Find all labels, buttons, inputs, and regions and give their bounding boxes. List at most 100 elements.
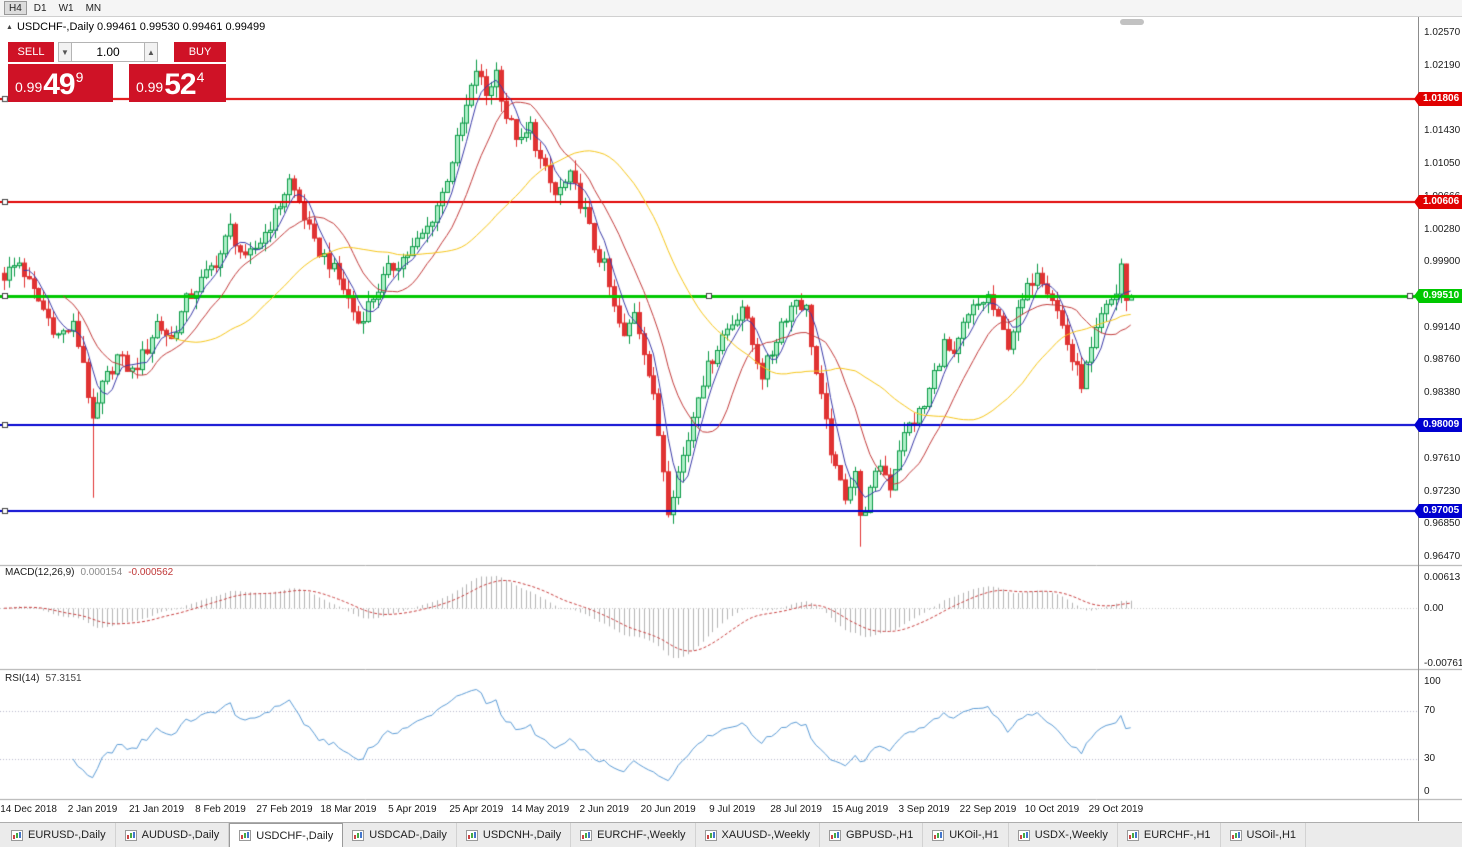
date-label: 20 Jun 2019 bbox=[640, 804, 696, 815]
chart-tab[interactable]: GBPUSD-,H1 bbox=[820, 823, 924, 847]
quote-prices-row: 0.99 49 9 0.99 52 4 bbox=[8, 64, 226, 102]
price-tick: 0.99140 bbox=[1424, 321, 1461, 333]
chart-tab-icon bbox=[1017, 829, 1030, 841]
chart-tab-icon bbox=[124, 829, 137, 841]
price-level-arrow-icon bbox=[1414, 288, 1419, 303]
chart-tab[interactable]: USOil-,H1 bbox=[1221, 823, 1307, 847]
price-level-arrow-icon bbox=[1414, 417, 1419, 432]
chart-tab[interactable]: USDX-,Weekly bbox=[1009, 823, 1118, 847]
date-label: 21 Jan 2019 bbox=[128, 804, 185, 815]
time-axis[interactable]: 14 Dec 2018 2 Jan 2019 21 Jan 2019 8 Feb 20… bbox=[0, 801, 1418, 821]
chart-tab-icon bbox=[352, 829, 365, 841]
price-tick: 0.98760 bbox=[1424, 354, 1461, 366]
macd-axis-label: 0.00 bbox=[1424, 602, 1444, 614]
chart-tab-icon bbox=[704, 829, 717, 841]
date-label: 2 Jun 2019 bbox=[579, 804, 629, 815]
price-tick: 1.00280 bbox=[1424, 223, 1461, 235]
rsi-axis-label: 0 bbox=[1424, 786, 1430, 797]
price-tick: 0.99900 bbox=[1424, 256, 1461, 268]
chart-tab[interactable]: USDCAD-,Daily bbox=[343, 823, 457, 847]
chart-tab-icon bbox=[1229, 829, 1242, 841]
price-level-arrow-icon bbox=[1414, 194, 1419, 209]
chart-tab-icon bbox=[580, 829, 593, 841]
chart-tab-label: USDX-,Weekly bbox=[1034, 829, 1108, 841]
sell-price-prefix: 0.99 bbox=[15, 79, 43, 95]
chart-tab[interactable]: EURUSD-,Daily bbox=[2, 823, 116, 847]
rsi-value: 57.3151 bbox=[45, 673, 82, 684]
chart-tab[interactable]: EURCHF-,Weekly bbox=[571, 823, 696, 847]
timeframe-toolbar: H4 D1 W1 MN bbox=[0, 0, 1462, 17]
buy-price-point: 4 bbox=[196, 69, 205, 85]
buy-price-pips: 52 bbox=[164, 68, 196, 101]
chart-tabs-bar: EURUSD-,Daily AUDUSD-,Daily USDCHF-,Daily U… bbox=[0, 822, 1462, 847]
chart-tab-icon bbox=[239, 830, 252, 841]
date-label: 10 Oct 2019 bbox=[1024, 804, 1080, 815]
date-label: 9 Jul 2019 bbox=[709, 804, 756, 815]
chart-tab-icon bbox=[828, 829, 841, 841]
chart-tab[interactable]: USDCHF-,Daily bbox=[229, 823, 344, 847]
chart-tab[interactable]: UKOil-,H1 bbox=[923, 823, 1009, 847]
date-label: 28 Jul 2019 bbox=[770, 804, 822, 815]
macd-axis-label: 0.00613 bbox=[1424, 572, 1461, 583]
ohlc-text: USDCHF-,Daily 0.99461 0.99530 0.99461 0.… bbox=[16, 21, 266, 33]
chart-tab-icon bbox=[465, 829, 478, 841]
buy-price-display[interactable]: 0.99 52 4 bbox=[128, 64, 226, 102]
trade-controls-row: SELL ▼ ▲ BUY bbox=[8, 42, 226, 62]
date-label: 14 Dec 2018 bbox=[0, 804, 57, 815]
macd-axis-label: -0.00761 bbox=[1424, 658, 1462, 669]
volume-decrease-button[interactable]: ▼ bbox=[58, 42, 72, 62]
price-tick: 1.02570 bbox=[1424, 27, 1461, 38]
chart-tab[interactable]: EURCHF-,H1 bbox=[1118, 823, 1221, 847]
price-tick: 0.97230 bbox=[1424, 485, 1461, 497]
volume-input[interactable] bbox=[72, 42, 144, 62]
chart-tab[interactable]: USDCNH-,Daily bbox=[457, 823, 572, 847]
price-tick: 0.96470 bbox=[1424, 551, 1461, 562]
macd-name: MACD(12,26,9) bbox=[5, 567, 75, 578]
chart-tab-label: UKOil-,H1 bbox=[949, 829, 999, 841]
chart-tab-icon bbox=[11, 829, 23, 841]
date-label: 2 Jan 2019 bbox=[67, 804, 118, 815]
chart-tab-label: EURCHF-,H1 bbox=[1143, 829, 1211, 841]
timeframe-button-w1[interactable]: W1 bbox=[58, 2, 74, 14]
timeframe-button-mn[interactable]: MN bbox=[85, 2, 102, 14]
macd-main-value: 0.000154 bbox=[80, 567, 123, 578]
chart-tab-label: USOil-,H1 bbox=[1246, 829, 1297, 841]
chart-tab-label: EURCHF-,Weekly bbox=[597, 829, 686, 841]
chart-tab-label: USDCAD-,Daily bbox=[369, 829, 447, 841]
date-label: 29 Oct 2019 bbox=[1088, 804, 1144, 815]
sell-price-display[interactable]: 0.99 49 9 bbox=[8, 64, 113, 102]
buy-button[interactable]: BUY bbox=[174, 42, 226, 62]
date-label: 18 Mar 2019 bbox=[320, 804, 377, 815]
volume-increase-button[interactable]: ▲ bbox=[144, 42, 158, 62]
price-level-label: 1.00606 bbox=[1414, 194, 1462, 209]
price-level-label: 0.97005 bbox=[1414, 504, 1462, 519]
sell-button[interactable]: SELL bbox=[8, 42, 54, 62]
buy-price-prefix: 0.99 bbox=[135, 79, 164, 95]
price-tick: 0.97610 bbox=[1424, 453, 1461, 465]
chart-tab-label: AUDUSD-,Daily bbox=[141, 829, 220, 841]
timeframe-button-h4[interactable]: H4 bbox=[4, 1, 27, 15]
date-label: 27 Feb 2019 bbox=[256, 804, 313, 815]
chart-scrollbar-thumb[interactable] bbox=[1120, 19, 1144, 25]
chart-tab-icon bbox=[932, 829, 945, 841]
rsi-name: RSI(14) bbox=[5, 673, 40, 684]
price-level-arrow-icon bbox=[1414, 504, 1419, 519]
price-level-label: 1.01806 bbox=[1414, 91, 1462, 106]
chart-tab[interactable]: XAUUSD-,Weekly bbox=[696, 823, 820, 847]
rsi-axis-label: 30 bbox=[1424, 752, 1436, 764]
rsi-indicator-label: RSI(14) 57.3151 bbox=[5, 673, 82, 684]
date-label: 14 May 2019 bbox=[511, 804, 570, 815]
one-click-trading-panel: SELL ▼ ▲ BUY 0.99 49 9 0.99 52 4 bbox=[8, 42, 226, 102]
rsi-axis-label: 70 bbox=[1424, 705, 1436, 717]
chart-tab[interactable]: AUDUSD-,Daily bbox=[116, 823, 230, 847]
chart-tab-icon bbox=[1126, 829, 1139, 841]
timeframe-button-d1[interactable]: D1 bbox=[33, 2, 47, 14]
price-axis[interactable]: 1.025701.021901.014301.010501.006661.002… bbox=[1414, 17, 1462, 821]
rsi-axis-label: 100 bbox=[1424, 676, 1441, 687]
chart-tab-label: USDCNH-,Daily bbox=[482, 829, 562, 841]
price-level-label: 0.98009 bbox=[1414, 417, 1462, 432]
chart-tab-label: XAUUSD-,Weekly bbox=[721, 829, 810, 841]
chart-tab-label: GBPUSD-,H1 bbox=[845, 829, 914, 841]
chart-ohlc-line: ▲ USDCHF-,Daily 0.99461 0.99530 0.99461 … bbox=[6, 21, 265, 33]
